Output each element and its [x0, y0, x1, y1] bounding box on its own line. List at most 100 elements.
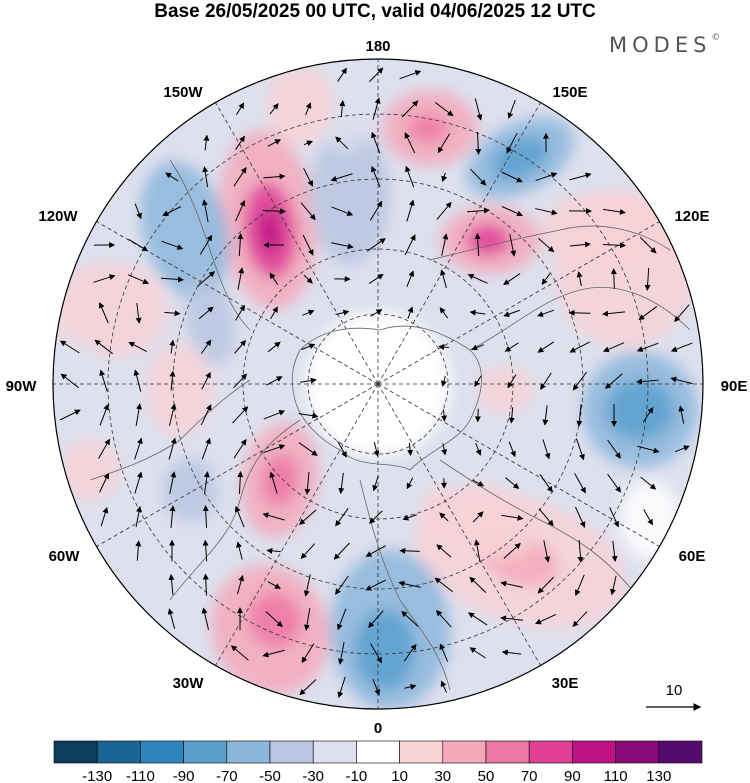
wind-vector: [542, 439, 551, 460]
wind-vector: [373, 442, 380, 457]
wind-vector: [330, 173, 353, 182]
wind-vector: [331, 206, 354, 216]
wind-vector: [99, 403, 109, 426]
wind-vector: [574, 574, 585, 597]
wind-vector: [467, 612, 488, 626]
wind-vector: [59, 340, 80, 354]
wind-vector: [199, 234, 213, 255]
wind-vector: [201, 199, 209, 222]
wind-vector: [507, 374, 517, 389]
wind-vector: [609, 507, 619, 528]
wind-vector: [202, 573, 209, 596]
wind-vector: [643, 509, 653, 526]
wind-vector: [438, 344, 449, 351]
wind-vector: [100, 506, 109, 527]
wind-vector: [575, 438, 585, 461]
wind-vector: [263, 444, 286, 454]
wind-vector: [439, 307, 449, 319]
wind-vector: [506, 132, 518, 154]
wind-vector: [235, 135, 245, 150]
anomaly-cell: [60, 440, 120, 500]
wind-vector: [505, 477, 520, 489]
wind-vector: [404, 234, 416, 256]
wind-vector: [607, 473, 622, 493]
wind-vector: [135, 540, 142, 561]
colorbar-tick-label: 90: [564, 768, 581, 783]
wind-vector: [472, 511, 484, 523]
wind-vector: [262, 208, 286, 215]
wind-vector: [636, 342, 659, 352]
wind-vector: [305, 102, 312, 116]
map-boundary: [52, 58, 704, 710]
wind-vector: [372, 679, 380, 696]
longitude-line: [96, 383, 379, 547]
wind-vector: [538, 508, 554, 527]
lon-label-30W: 30W: [173, 675, 205, 692]
wind-vector: [535, 613, 557, 625]
wind-vector: [262, 649, 285, 658]
wind-vector: [674, 304, 690, 323]
wind-vector: [266, 547, 281, 554]
colorbar-tick-label: 130: [646, 768, 671, 783]
wind-vector: [407, 442, 414, 456]
wind-vector: [368, 67, 384, 83]
wind-vector: [535, 208, 558, 216]
colorbar-swatch: [356, 740, 400, 764]
wind-vector: [537, 576, 555, 594]
anomaly-cell: [140, 161, 230, 299]
wind-vector: [441, 233, 449, 256]
wind-vector: [93, 274, 116, 283]
anomaly-cell: [477, 366, 533, 414]
wind-vector: [569, 341, 590, 353]
wind-vector: [236, 541, 243, 560]
colorbar-tick-label: -130: [82, 768, 112, 783]
coastline: [89, 379, 251, 481]
lon-label-0: 0: [374, 720, 382, 737]
colorbar-swatch: [226, 740, 271, 764]
colorbar-swatch: [442, 740, 487, 764]
wind-vector: [474, 408, 481, 423]
wind-vector: [335, 508, 349, 527]
wind-vector: [399, 70, 422, 80]
wind-vector: [535, 172, 558, 182]
wind-vector: [233, 373, 248, 389]
wind-vector: [169, 471, 177, 494]
wind-vector: [576, 271, 583, 286]
wind-vector: [501, 206, 523, 217]
colorbar-swatch: [658, 740, 703, 764]
colorbar-tick-label: -50: [259, 768, 281, 783]
colorbar-tick-label: -70: [216, 768, 238, 783]
longitude-line: [96, 221, 379, 385]
wind-vector: [233, 438, 247, 459]
wind-vector: [474, 98, 483, 121]
wind-vector: [267, 581, 281, 589]
wind-vector: [500, 615, 523, 622]
colorbar-tick-label: -110: [126, 768, 155, 783]
coastline: [169, 419, 301, 601]
wind-vector: [198, 306, 214, 320]
wind-vector: [265, 611, 283, 628]
colorbar-swatch: [53, 740, 98, 764]
wind-vector: [610, 268, 617, 289]
wind-vector: [372, 475, 379, 492]
wind-vector: [508, 407, 515, 424]
wind-vector: [469, 168, 487, 186]
wind-vector: [401, 610, 419, 627]
colorbar-swatch: [140, 740, 184, 764]
wind-vector: [269, 272, 279, 285]
wind-vector: [168, 437, 177, 460]
wind-vector: [437, 133, 451, 154]
coastline: [439, 459, 641, 601]
lon-label-60E: 60E: [679, 548, 706, 565]
colorbar-swatch: [572, 740, 616, 764]
lon-label-150E: 150E: [552, 84, 587, 101]
wind-vector: [98, 301, 109, 324]
wind-vector: [128, 341, 147, 353]
wind-vector: [501, 649, 522, 656]
wind-vector: [59, 409, 81, 421]
wind-vector: [467, 274, 488, 284]
copyright-mark: ©: [711, 33, 721, 43]
wind-vector: [503, 273, 521, 286]
anomaly-cell: [261, 454, 299, 506]
